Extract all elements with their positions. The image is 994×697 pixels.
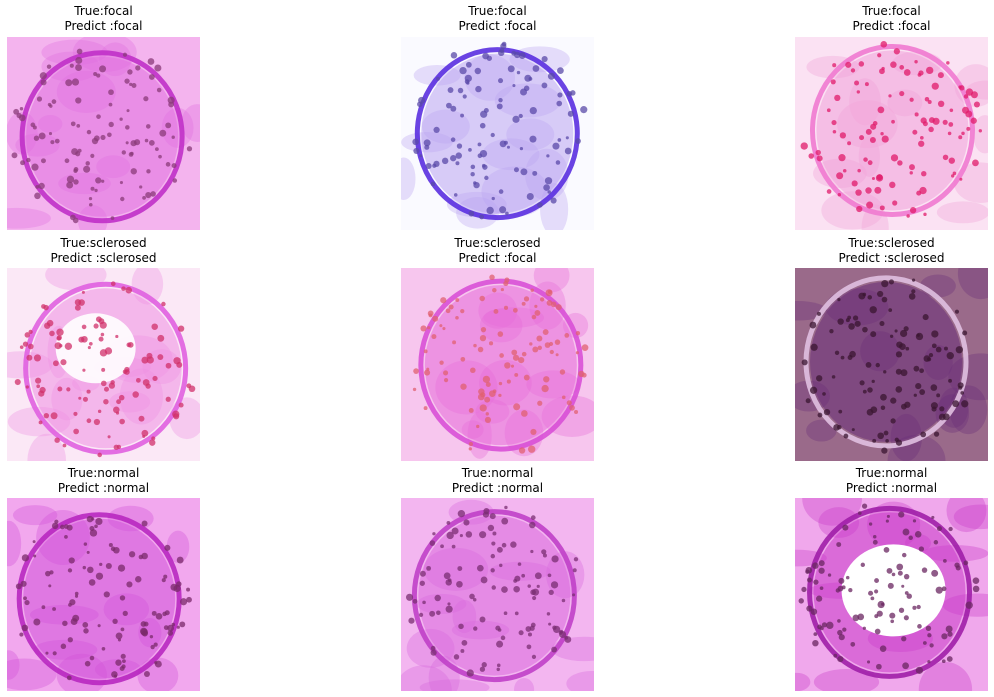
predict-label: Predict :focal <box>458 251 537 265</box>
true-label: True:sclerosed <box>454 236 541 250</box>
cell-8: True:normal Predict :normal <box>401 466 594 496</box>
true-label: True:sclerosed <box>60 236 147 250</box>
cell-2: True:focal Predict :focal <box>401 4 594 34</box>
histology-image-5 <box>401 268 594 461</box>
true-label: True:normal <box>855 466 928 480</box>
true-label: True:focal <box>862 4 921 18</box>
histology-image-7 <box>7 498 200 691</box>
predict-label: Predict :focal <box>458 19 537 33</box>
cell-9: True:normal Predict :normal <box>795 466 988 496</box>
true-label: True:focal <box>468 4 527 18</box>
predict-label: Predict :normal <box>845 481 938 495</box>
true-label: True:focal <box>74 4 133 18</box>
true-label: True:sclerosed <box>848 236 935 250</box>
histology-image-8 <box>401 498 594 691</box>
predict-label: Predict :normal <box>451 481 544 495</box>
cell-5: True:sclerosed Predict :focal <box>401 236 594 266</box>
cell-7: True:normal Predict :normal <box>7 466 200 496</box>
predict-label: Predict :sclerosed <box>50 251 157 265</box>
histology-image-4 <box>7 268 200 461</box>
cell-1: True:focal Predict :focal <box>7 4 200 34</box>
predict-label: Predict :sclerosed <box>838 251 945 265</box>
predict-label: Predict :normal <box>57 481 150 495</box>
histology-image-3 <box>795 37 988 230</box>
cell-6: True:sclerosed Predict :sclerosed <box>795 236 988 266</box>
histology-image-2 <box>401 37 594 230</box>
cell-3: True:focal Predict :focal <box>795 4 988 34</box>
true-label: True:normal <box>67 466 140 480</box>
histology-image-6 <box>795 268 988 461</box>
predict-label: Predict :focal <box>64 19 143 33</box>
cell-4: True:sclerosed Predict :sclerosed <box>7 236 200 266</box>
predict-label: Predict :focal <box>852 19 931 33</box>
true-label: True:normal <box>461 466 534 480</box>
histology-image-9 <box>795 498 988 691</box>
histology-image-1 <box>7 37 200 230</box>
